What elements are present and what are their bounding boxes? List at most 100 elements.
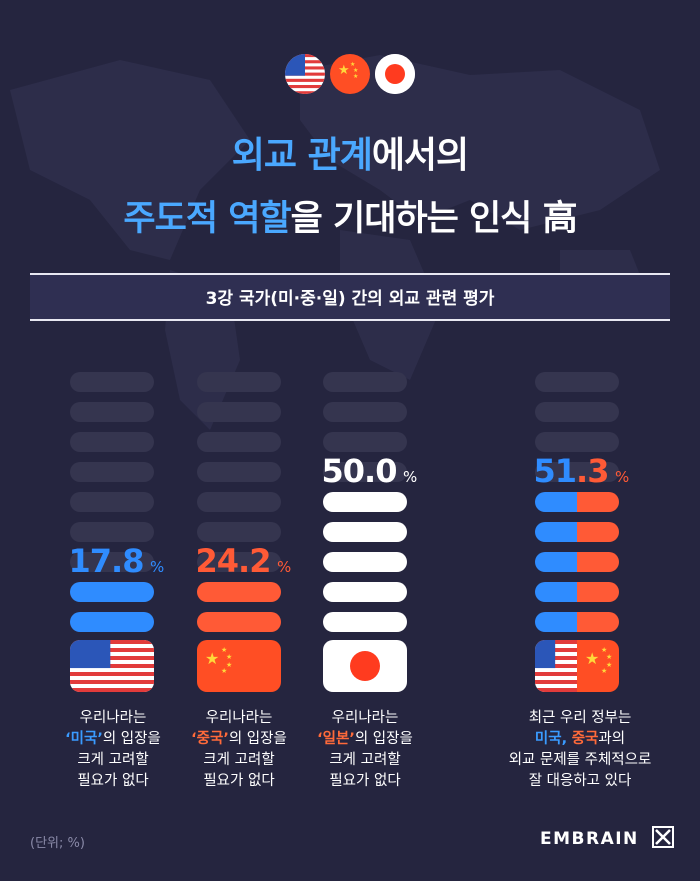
value-label: 17.8 [69,542,144,580]
headline-text-2: 을 기대하는 인식 高 [290,199,578,239]
china-flag-icon: ★ ★ ★ ★ [330,54,370,94]
caption-line: 과의 [598,731,626,747]
bar-segment-empty [323,372,407,392]
bar-segment-empty [70,522,154,542]
caption-line: 필요가 없다 [77,773,149,789]
bar-segment [323,582,407,602]
caption-line: 우리나라는 [205,710,273,726]
svg-text:★: ★ [606,661,612,669]
japan-flag-icon [375,54,415,94]
value-unit: % [615,468,629,486]
bar-column [70,372,154,692]
bar-segment-empty [197,432,281,452]
bar-segment-empty [197,552,281,572]
svg-text:★: ★ [353,73,358,80]
bar-column: ★ ★★★★ [535,372,619,692]
value-label: 24.2 [196,542,271,580]
headline-highlight-1: 외교 관계 [231,135,373,176]
value-unit: % [277,558,291,576]
segmented-bar-chart: 17.8 %★ ★★★★24.2 %50.0 %★ ★★★★51.3% [69,372,629,692]
caption-line: 우리나라는 [331,710,399,726]
bar-segment-empty [197,492,281,512]
bar-segment [535,522,619,542]
value-unit: % [150,558,164,576]
headline-line-1: 외교 관계에서의 [0,126,700,178]
flag-block: ★ ★★★★ [535,640,619,692]
bar-segment [535,552,619,572]
bar-segment-empty [323,402,407,422]
bar-segment-empty [535,462,619,482]
caption-us-china: 최근 우리 정부는 미국, 중국과의 외교 문제를 주체적으로 잘 대응하고 있… [495,708,665,792]
bar-segment-empty [535,432,619,452]
bar-segment-empty [323,462,407,482]
caption-line: 최근 우리 정부는 [528,710,632,726]
caption-line: 의 입장을 [102,731,161,747]
svg-text:★: ★ [606,653,612,661]
brand-name: EMBRAIN [540,829,639,849]
svg-text:★: ★ [350,61,355,68]
headline-highlight-2: 주도적 역할 [123,199,291,239]
bar-segment [70,582,154,602]
caption-line: 크게 고려할 [203,752,275,768]
bar-segment [197,582,281,602]
svg-text:★: ★ [221,646,227,654]
caption-line: 필요가 없다 [329,773,401,789]
caption-line: 크게 고려할 [77,752,149,768]
caption-line: 외교 문제를 주체적으로 [508,752,652,768]
caption-keyword-china: 중국 [571,731,599,747]
bar-segment-empty [70,552,154,572]
bar-segment [535,492,619,512]
bar-segment-empty [197,402,281,422]
flag-block [323,640,407,692]
bar-column [323,372,407,692]
bar-segment-empty [70,432,154,452]
value-label: 50.0 [322,452,397,490]
value-unit: % [403,468,417,486]
bar-segment-empty [70,372,154,392]
bar-segment-empty [197,372,281,392]
caption-line: 의 입장을 [354,731,413,747]
bar-segment-empty [70,402,154,422]
svg-text:★: ★ [226,653,232,661]
caption-line: 잘 대응하고 있다 [528,773,632,789]
bar-segment [535,582,619,602]
caption-line: 크게 고려할 [329,752,401,768]
bar-segment [197,612,281,632]
svg-text:★: ★ [601,646,607,654]
headline-text-1: 에서의 [371,135,469,176]
us-flag-icon [285,54,325,94]
headline-line-2: 주도적 역할을 기대하는 인식 高 [0,190,700,241]
bar-segment [70,612,154,632]
svg-text:★: ★ [338,63,350,78]
bar-segment-empty [70,492,154,512]
flag-block: ★ ★★★★ [197,640,281,692]
caption-line: 우리나라는 [79,710,147,726]
bar-segment-empty [70,462,154,482]
caption-keyword: ‘미국’ [65,731,103,747]
flag-row: ★ ★ ★ ★ [0,54,700,98]
caption-us: 우리나라는 ‘미국’의 입장을 크게 고려할 필요가 없다 [38,708,188,792]
svg-text:★: ★ [226,661,232,669]
caption-china: 우리나라는 ‘중국’의 입장을 크게 고려할 필요가 없다 [164,708,314,792]
caption-keyword: ‘중국’ [191,731,229,747]
value-label: 51.3 [534,452,609,490]
embrain-logo-icon [652,826,675,848]
caption-line: 의 입장을 [228,731,287,747]
bar-segment-empty [535,372,619,392]
caption-keyword: ‘일본’ [317,731,355,747]
bar-segment [323,492,407,512]
bar-segment [323,552,407,572]
svg-text:★: ★ [601,667,607,675]
bar-segment [323,612,407,632]
flag-block [70,640,154,692]
section-banner: 3강 국가(미·중·일) 간의 외교 관련 평가 [30,273,670,321]
bar-column: ★ ★★★★ [197,372,281,692]
brand-logo: EMBRAIN [540,826,675,849]
bar-segment-empty [323,432,407,452]
caption-line: 필요가 없다 [203,773,275,789]
bar-segment-empty [197,462,281,482]
bar-segment [535,612,619,632]
bar-segment [323,522,407,542]
caption-keyword-us: 미국, [534,731,568,747]
